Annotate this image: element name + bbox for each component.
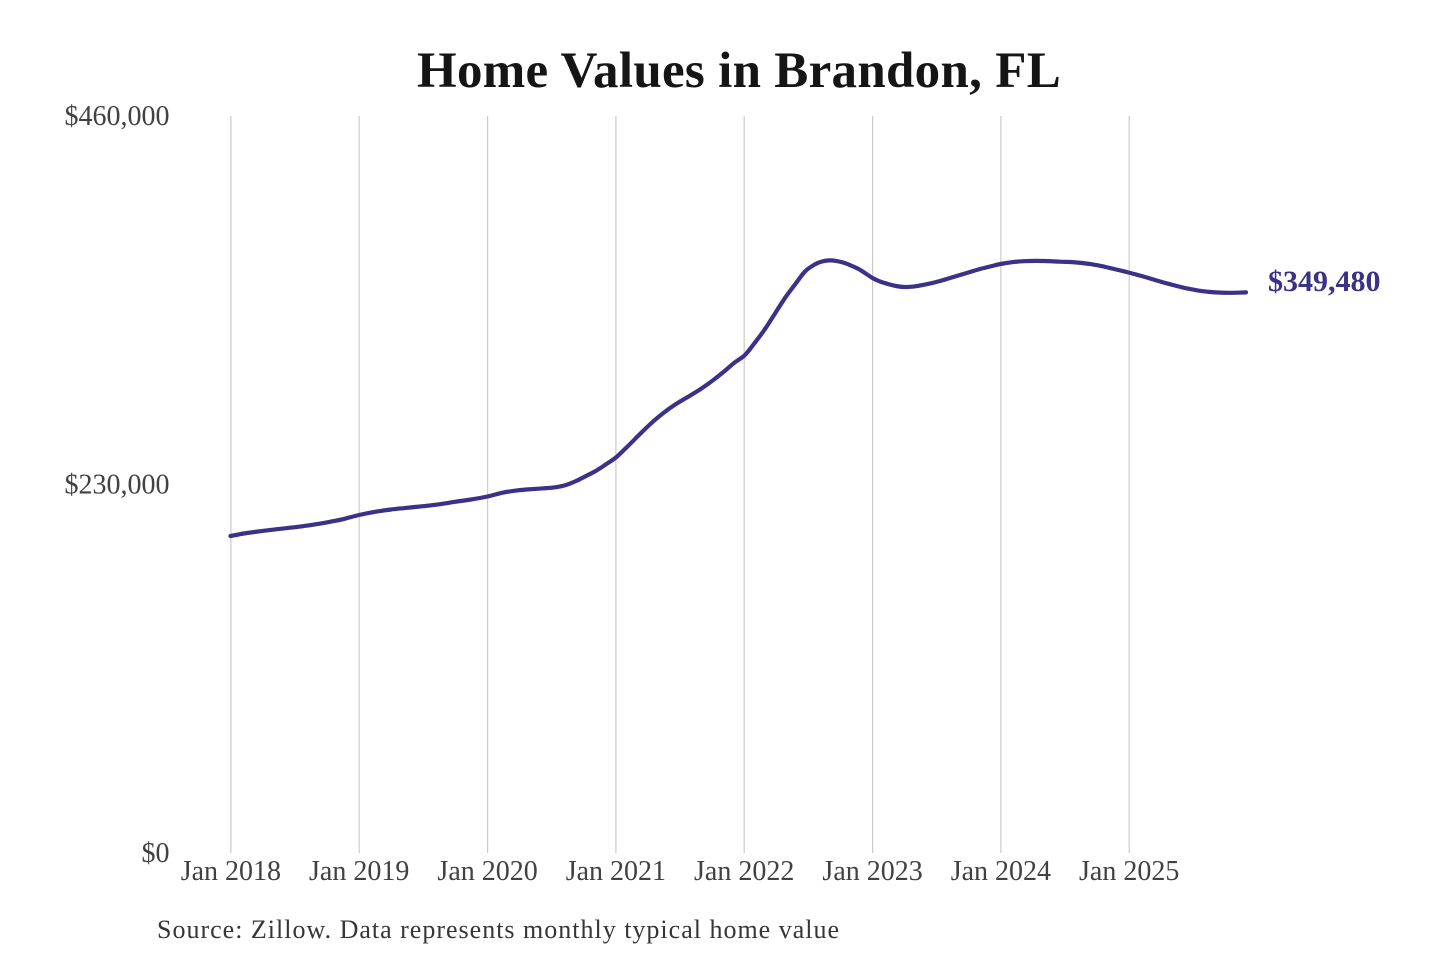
svg-text:$230,000: $230,000: [65, 470, 170, 501]
svg-text:Jan 2022: Jan 2022: [694, 856, 794, 887]
svg-text:Jan 2020: Jan 2020: [437, 856, 537, 887]
svg-text:Jan 2023: Jan 2023: [822, 856, 922, 887]
svg-text:$349,480: $349,480: [1268, 265, 1381, 298]
svg-text:Jan 2024: Jan 2024: [951, 856, 1051, 887]
svg-text:Jan 2021: Jan 2021: [566, 856, 666, 887]
svg-text:Jan 2025: Jan 2025: [1079, 856, 1179, 887]
svg-text:$0: $0: [142, 838, 170, 869]
svg-text:Source: Zillow. Data represent: Source: Zillow. Data represents monthly …: [157, 915, 840, 944]
svg-text:Jan 2018: Jan 2018: [181, 856, 281, 887]
svg-text:Home Values in Brandon, FL: Home Values in Brandon, FL: [417, 43, 1061, 99]
svg-text:$460,000: $460,000: [65, 101, 170, 132]
svg-text:Jan 2019: Jan 2019: [309, 856, 409, 887]
